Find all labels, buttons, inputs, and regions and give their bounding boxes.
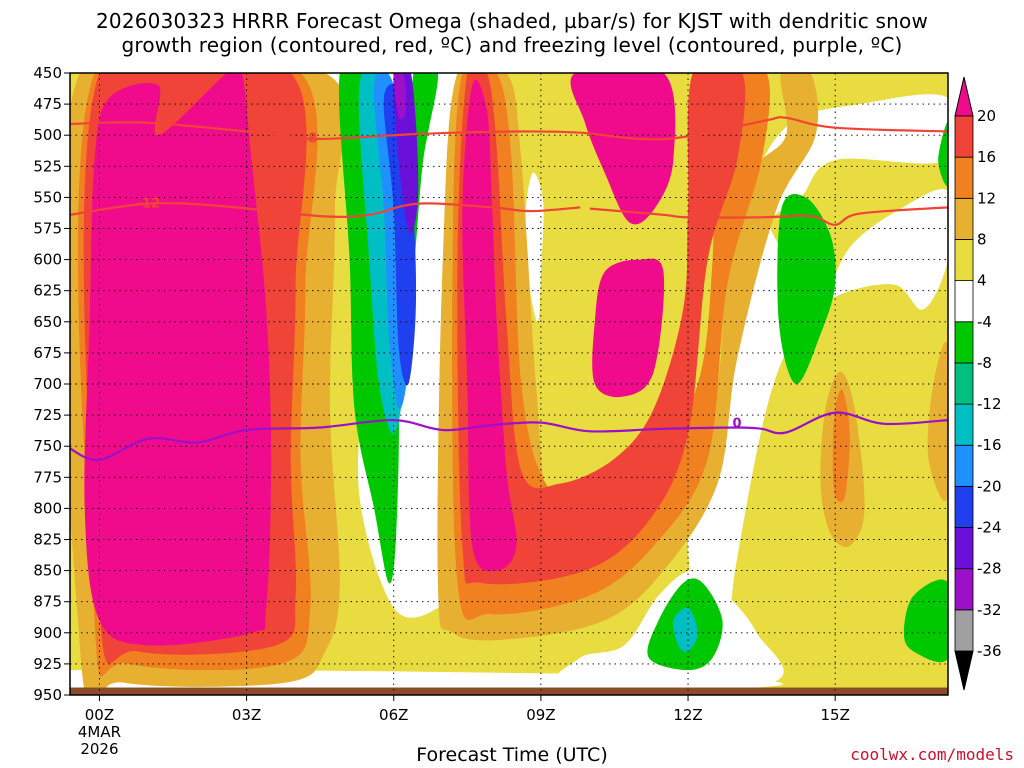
x-tick-label: 00Z [85,706,114,724]
contour--12b [589,206,948,226]
omega-region-17 [462,79,517,572]
omega-region-16 [84,73,272,646]
colorbar-swatch [954,239,974,282]
y-tick-label: 450 [33,64,62,82]
colorbar-top-arrow [954,76,974,117]
colorbar-tick-label: -32 [977,601,1002,619]
colorbar-tick-label: -28 [977,560,1002,578]
x-tick-label: 09Z [526,706,555,724]
colorbar-swatch [954,527,974,570]
colorbar-tick-label: -36 [977,642,1002,660]
y-tick-label: 775 [33,468,62,486]
colorbar-tick-label: 4 [977,272,987,290]
y-tick-label: 725 [33,406,62,424]
colorbar-tick-label: 8 [977,230,987,248]
colorbar-swatch [954,362,974,405]
colorbar-swatch [954,568,974,611]
omega-region-19 [592,258,665,398]
x-tick-label: 03Z [232,706,261,724]
y-tick-label: 700 [33,375,62,393]
contour-label--18: -18 [294,132,318,147]
colorbar-tick-label: -20 [977,477,1002,495]
colorbar-swatch [954,156,974,199]
colorbar-tick-label: 16 [977,148,996,166]
y-tick-label: 625 [33,282,62,300]
omega-region-21 [411,73,438,262]
y-tick-label: 900 [33,624,62,642]
x-tick-label: 15Z [820,706,849,724]
ground-band [70,687,948,695]
omega-region-18 [570,73,676,225]
y-tick-label: 500 [33,126,62,144]
colorbar-tick-label: -16 [977,436,1002,454]
y-tick-label: 600 [33,251,62,269]
y-tick-label: 550 [33,188,62,206]
colorbar-swatch [954,280,974,323]
y-tick-label: 875 [33,593,62,611]
colorbar-tick-label: -8 [977,354,992,372]
x-tick-date: 4MAR [78,723,121,741]
omega-region-25 [938,122,948,187]
omega-region-3 [687,94,948,683]
contours: -18 -12 0 [70,116,948,462]
colorbar-tick-label: 12 [977,189,996,207]
colorbar-bottom-arrow [954,650,974,691]
y-tick-label: 850 [33,562,62,580]
colorbar-swatch [954,609,974,652]
colorbar-tick-label: 20 [977,107,996,125]
contour-0 [70,411,948,462]
omega-region-24 [903,579,948,663]
y-tick-label: 475 [33,95,62,113]
omega-region-31 [393,73,407,120]
y-tick-label: 800 [33,499,62,517]
omega-region-27 [672,607,698,653]
y-axis: 450 475 500 525 550 575 600 625 650 675 700 725 750 7… [33,64,70,704]
colorbar-tick-label: -12 [977,395,1002,413]
colorbar-swatch [954,485,974,528]
y-tick-label: 950 [33,686,62,704]
y-tick-label: 525 [33,157,62,175]
y-tick-label: 825 [33,531,62,549]
y-tick-label: 675 [33,344,62,362]
colorbar-tick-label: -24 [977,519,1002,537]
grid [70,73,948,695]
chart-title-line1: 2026030323 HRRR Forecast Omega (shaded, … [95,9,929,33]
colorbar-swatch [954,321,974,364]
chart-title-line2: growth region (contoured, red, ºC) and f… [121,33,903,57]
x-tick-label: 06Z [379,706,408,724]
y-tick-label: 650 [33,313,62,331]
colorbar-swatch [954,197,974,240]
omega-region-15 [457,73,746,585]
omega-region-23 [777,194,836,385]
colorbar-tick-label: -4 [977,313,992,331]
colorbar: -36 -32 -28 -24 -20 -16 -12 -8 -4 4 8 12 16 20 [954,76,1002,691]
colorbar-swatch [954,444,974,487]
y-tick-label: 750 [33,437,62,455]
contour-label--12: -12 [137,196,161,211]
y-tick-label: 575 [33,220,62,238]
contour-label-0: 0 [733,417,742,432]
y-tick-label: 925 [33,655,62,673]
colorbar-swatch [954,403,974,446]
x-axis-label: Forecast Time (UTC) [416,744,608,766]
omega-region-12 [452,73,770,620]
colorbar-swatch [954,115,974,158]
x-tick-label: 12Z [673,706,702,724]
contour--18 [70,116,948,141]
contour--12 [70,202,581,218]
credit-text: coolwx.com/models [850,745,1014,764]
x-tick-year: 2026 [80,740,118,758]
